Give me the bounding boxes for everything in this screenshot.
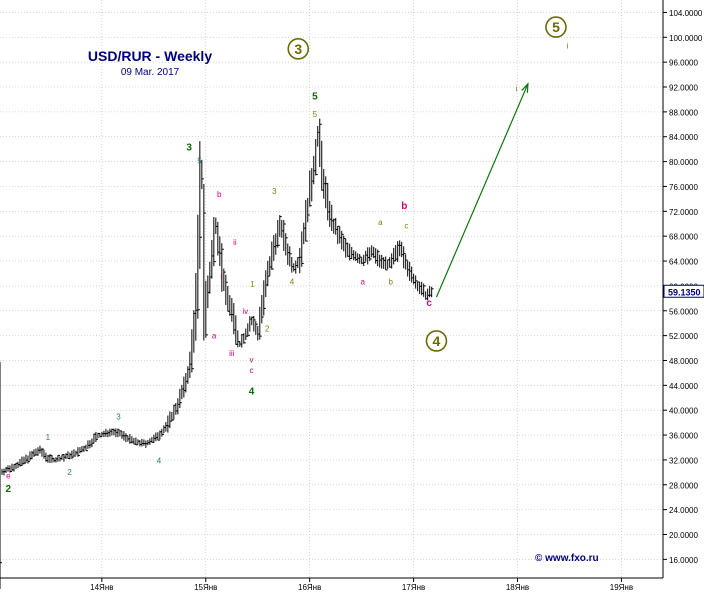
x-tick-label: 18Янв [506, 583, 529, 592]
wave-label: b [217, 190, 222, 199]
wave-label: 1 [46, 433, 51, 442]
x-tick-label: 14Янв [90, 583, 113, 592]
y-tick-label: 64.0000 [669, 258, 698, 267]
y-tick-label: 92.0000 [669, 84, 698, 93]
wave-label: 5 [197, 156, 202, 165]
wave-label-major: 3 [294, 41, 302, 57]
wave-label: 2 [265, 324, 270, 333]
wave-label: iii [229, 349, 235, 358]
forecast-arrow-head [521, 82, 529, 93]
y-tick-label: 100.0000 [669, 34, 703, 43]
wave-label-circle [287, 38, 310, 60]
y-tick-label: 104.0000 [669, 9, 703, 18]
y-tick-label: 28.0000 [669, 481, 698, 490]
wave-label: 5 [313, 110, 318, 119]
current-price-box [663, 284, 704, 298]
y-tick-label: 88.0000 [669, 108, 698, 117]
y-tick-label: 80.0000 [669, 158, 698, 167]
y-tick-label: 56.0000 [669, 307, 698, 316]
y-tick-label: 84.0000 [669, 133, 698, 142]
wave-label: i [220, 273, 222, 282]
wave-label: c [426, 298, 432, 309]
wave-label: ii [233, 238, 237, 247]
current-price-label: 59.1350 [668, 287, 701, 297]
wave-label: 3 [186, 142, 192, 153]
wave-label: 2 [6, 484, 12, 495]
watermark: © www.fxo.ru [535, 553, 599, 564]
wave-label: b [389, 278, 394, 287]
wave-label: a [378, 218, 383, 227]
wave-label: 4 [249, 387, 255, 398]
wave-label: 3 [116, 413, 121, 422]
y-tick-label: 24.0000 [669, 506, 698, 515]
grid-layer [0, 0, 663, 578]
x-tick-label: 15Янв [194, 583, 217, 592]
price-bars-layer [0, 118, 434, 589]
forecast-arrow-line [435, 83, 529, 298]
wave-label: e [6, 472, 11, 481]
forecast-layer [435, 82, 529, 298]
y-tick-label: 68.0000 [669, 233, 698, 242]
wave-label-circle [425, 330, 448, 352]
y-tick-label: 20.0000 [669, 531, 698, 540]
wave-label: 4 [157, 457, 162, 466]
wave-label: i [567, 41, 569, 50]
y-tick-label: 48.0000 [669, 357, 698, 366]
chart-date: 09 Mar. 2017 [121, 67, 180, 78]
wave-label: c [249, 366, 253, 375]
y-tick-label: 16.0000 [669, 556, 698, 565]
wave-label: 1 [250, 280, 255, 289]
x-tick-label: 16Янв [298, 583, 321, 592]
wave-label: b [401, 201, 407, 212]
wave-label: a [360, 278, 365, 287]
wave-label: 5 [312, 91, 318, 102]
chart-title: USD/RUR - Weekly [88, 48, 212, 64]
wave-label-circle [545, 16, 567, 38]
x-tick-label: 17Янв [402, 583, 425, 592]
wave-label-major: 5 [552, 19, 560, 35]
y-tick-label: 76.0000 [669, 183, 698, 192]
y-tick-label: 96.0000 [669, 59, 698, 68]
x-tick-label: 19Янв [610, 583, 633, 592]
wave-label-major: 4 [433, 333, 441, 349]
y-tick-label: 72.0000 [669, 208, 698, 217]
wave-label: i [516, 84, 518, 93]
y-tick-label: 40.0000 [669, 407, 698, 416]
wave-label: 3 [272, 187, 277, 196]
wave-label: 2 [67, 468, 72, 477]
wave-label: c [404, 222, 408, 231]
y-tick-label: 52.0000 [669, 332, 698, 341]
y-tick-label: 44.0000 [669, 382, 698, 391]
y-tick-label: 36.0000 [669, 432, 698, 441]
wave-label: v [249, 355, 253, 364]
y-tick-label: 32.0000 [669, 456, 698, 465]
wave-label: a [212, 332, 217, 341]
wave-label: 4 [290, 278, 295, 287]
wave-label: iv [242, 307, 248, 316]
